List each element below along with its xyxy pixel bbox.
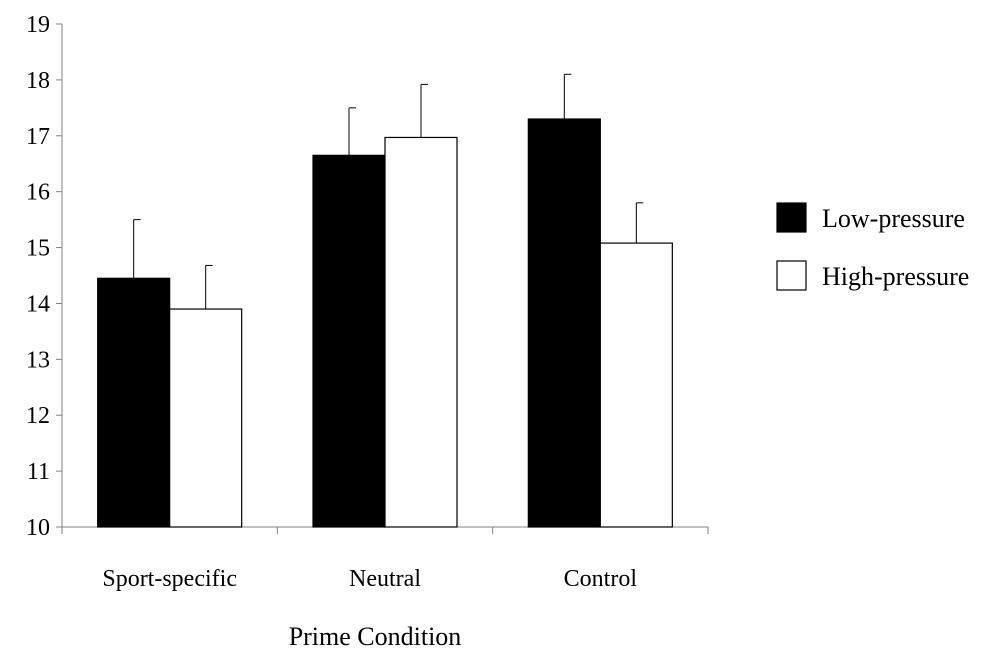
y-tick-label: 15 (26, 236, 50, 262)
legend-swatch (776, 202, 807, 233)
y-tick-label: 17 (26, 124, 50, 150)
y-tick-label: 13 (26, 347, 50, 373)
bars (97, 118, 673, 528)
bar (599, 242, 673, 528)
y-tick-label: 16 (26, 180, 50, 206)
y-tick-label: 11 (27, 459, 50, 485)
bar (169, 308, 243, 528)
y-tick-label: 10 (26, 515, 50, 541)
legend: Low-pressure High-pressure (776, 202, 969, 291)
error-bars (133, 73, 644, 310)
bar (312, 154, 386, 528)
x-tick-label: Sport-specific (102, 566, 237, 592)
y-tick-label: 19 (26, 12, 50, 38)
legend-label: High-pressure (822, 262, 969, 291)
y-tick-label: 18 (26, 68, 50, 94)
x-axis-title: Prime Condition (289, 622, 462, 649)
bar (97, 277, 171, 528)
x-axis-ticks: Sport-specific Neutral Control (61, 527, 709, 592)
x-tick-label: Neutral (349, 566, 421, 592)
bar (527, 118, 601, 528)
legend-swatch (776, 260, 807, 291)
y-tick-label: 12 (26, 403, 50, 429)
legend-label: Low-pressure (822, 204, 965, 233)
y-axis-ticks: 10 11 12 13 14 15 16 17 18 19 (26, 12, 62, 541)
y-tick-label: 14 (26, 291, 50, 317)
bar (384, 136, 458, 528)
x-tick-label: Control (564, 566, 638, 592)
